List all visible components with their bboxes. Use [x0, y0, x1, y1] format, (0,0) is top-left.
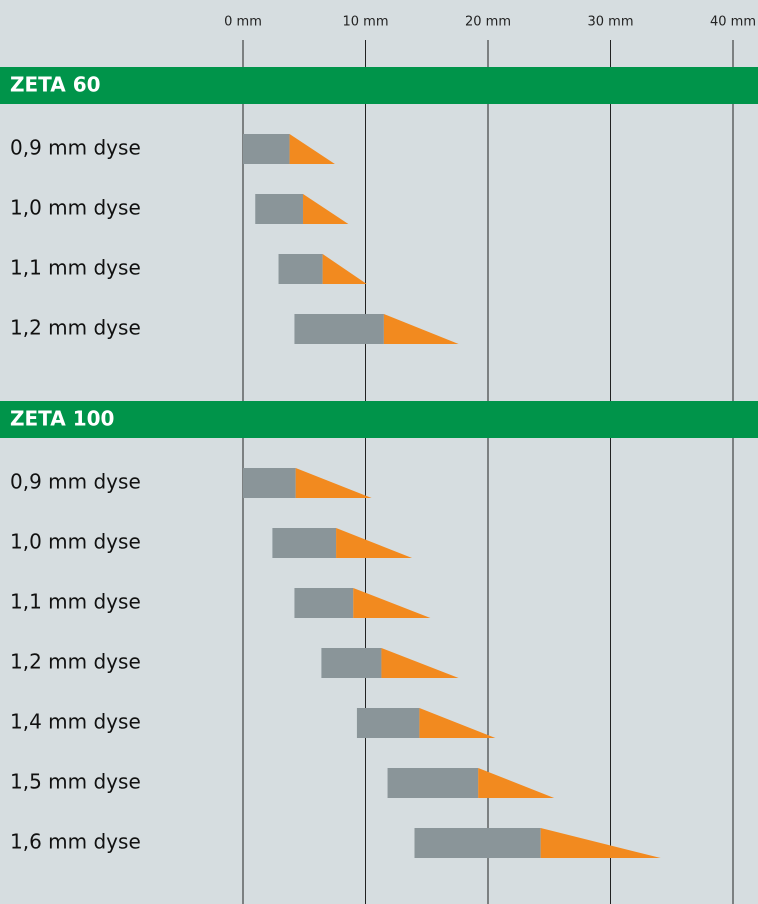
group-title: ZETA 100 [10, 407, 114, 431]
row-label: 1,0 mm dyse [10, 530, 141, 554]
x-tick-label: 0 mm [224, 15, 262, 30]
row-label: 1,4 mm dyse [10, 710, 141, 734]
range-bar [255, 194, 303, 224]
range-bar [321, 648, 381, 678]
group-header [0, 67, 758, 104]
range-bar [279, 254, 323, 284]
x-tick-label: 30 mm [587, 15, 633, 30]
range-bar [415, 828, 541, 858]
range-bar [388, 768, 479, 798]
chart: 0 mm 10 mm 20 mm 30 mm 40 mm ZETA 60 0,9 mm dy… [0, 0, 758, 904]
row-label: 1,1 mm dyse [10, 256, 141, 280]
range-bar [357, 708, 419, 738]
row-label: 1,1 mm dyse [10, 590, 141, 614]
row-label: 1,5 mm dyse [10, 770, 141, 794]
range-bar [294, 588, 353, 618]
row-label: 1,2 mm dyse [10, 650, 141, 674]
range-bar [272, 528, 336, 558]
row-label: 1,0 mm dyse [10, 196, 141, 220]
group-title: ZETA 60 [10, 73, 101, 97]
row-label: 0,9 mm dyse [10, 470, 141, 494]
range-bar [294, 314, 383, 344]
x-tick-label: 20 mm [465, 15, 511, 30]
page: 0 mm 10 mm 20 mm 30 mm 40 mm ZETA 60 0,9 mm dy… [0, 0, 758, 904]
range-bar [243, 134, 290, 164]
range-bar [243, 468, 296, 498]
x-tick-label: 40 mm [710, 15, 756, 30]
row-label: 1,2 mm dyse [10, 316, 141, 340]
row-label: 1,6 mm dyse [10, 830, 141, 854]
x-tick-label: 10 mm [342, 15, 388, 30]
row-label: 0,9 mm dyse [10, 136, 141, 160]
